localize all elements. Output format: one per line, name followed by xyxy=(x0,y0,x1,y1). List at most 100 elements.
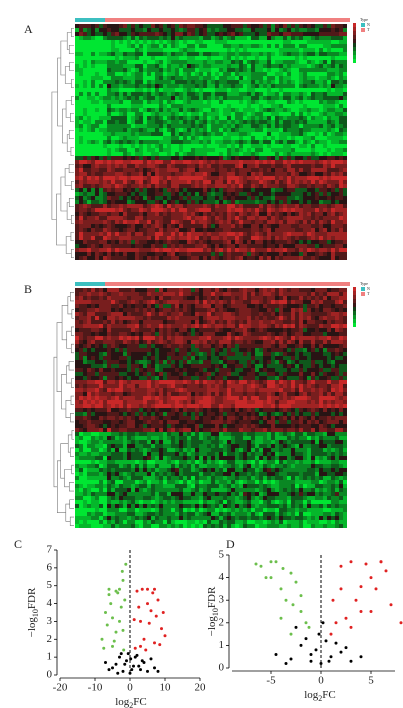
colorbar xyxy=(353,299,356,303)
y-tick-label: 4 xyxy=(219,571,225,583)
x-axis-label: log2FC xyxy=(115,696,147,708)
point xyxy=(294,580,298,584)
heatmap-cells xyxy=(75,24,347,260)
annotation-bar xyxy=(75,282,105,286)
colorbar xyxy=(353,59,356,63)
point xyxy=(359,655,363,659)
point xyxy=(126,652,130,656)
point xyxy=(354,598,358,602)
point xyxy=(146,669,149,673)
point xyxy=(299,643,303,647)
point xyxy=(147,621,151,625)
point xyxy=(156,598,160,602)
colorbar xyxy=(353,27,356,31)
point xyxy=(279,587,283,591)
legend-label: N xyxy=(367,286,370,291)
point xyxy=(284,661,288,665)
point xyxy=(359,585,363,589)
colorbar xyxy=(353,55,356,59)
point xyxy=(284,598,288,602)
point xyxy=(149,609,153,613)
point xyxy=(279,616,283,620)
point xyxy=(329,655,333,659)
point xyxy=(149,657,153,661)
legend-swatch xyxy=(361,292,365,296)
colorbar xyxy=(353,23,356,27)
point xyxy=(319,661,323,665)
y-tick-label: 3 xyxy=(47,615,53,627)
legend-label: T xyxy=(367,291,370,296)
colorbar xyxy=(353,43,356,47)
annotation-bar xyxy=(105,282,350,286)
point xyxy=(139,668,142,672)
point xyxy=(125,659,128,663)
point xyxy=(289,632,293,636)
point xyxy=(133,646,137,650)
point xyxy=(317,632,321,636)
point xyxy=(124,562,128,566)
point xyxy=(344,616,348,620)
point xyxy=(331,598,335,602)
point xyxy=(307,625,311,629)
point xyxy=(321,621,325,625)
point xyxy=(153,641,156,645)
legend-swatch xyxy=(361,28,365,32)
point xyxy=(364,562,368,566)
axis-label-part: 10 xyxy=(31,609,40,617)
y-tick-label: 1 xyxy=(219,639,225,651)
heatmap-cells xyxy=(75,288,347,432)
point xyxy=(146,602,149,606)
legend-label: T xyxy=(367,27,370,32)
point xyxy=(139,619,142,623)
point xyxy=(161,611,165,614)
point xyxy=(132,618,136,622)
axis-label-part: FDR xyxy=(26,587,38,609)
y-tick-label: 7 xyxy=(47,544,53,556)
y-tick-label: 4 xyxy=(47,597,53,609)
legend-title: Type xyxy=(360,281,368,286)
axis-label-part: log xyxy=(304,689,319,701)
colorbar xyxy=(353,39,356,43)
y-tick-label: 0 xyxy=(47,669,53,681)
point xyxy=(304,637,308,641)
point xyxy=(140,659,144,663)
point xyxy=(121,628,125,632)
heatmap-cells xyxy=(75,292,347,432)
y-axis-label: −log10FDR xyxy=(206,586,221,636)
point xyxy=(254,562,258,566)
y-tick-label: 2 xyxy=(47,633,53,645)
point xyxy=(339,564,343,568)
point xyxy=(369,576,373,580)
x-axis-label: log2FC xyxy=(304,689,336,704)
point xyxy=(163,634,167,638)
axis-label-part: FC xyxy=(133,696,146,708)
axis-label-part: 10 xyxy=(211,608,220,616)
axis-label-part: 2 xyxy=(129,701,133,708)
point xyxy=(329,632,333,636)
point xyxy=(294,625,298,629)
point xyxy=(104,611,107,614)
x-tick-label: 10 xyxy=(160,682,172,694)
point xyxy=(139,644,142,648)
point xyxy=(160,627,163,631)
y-tick-label: 3 xyxy=(219,594,225,606)
point xyxy=(158,643,162,647)
colorbar xyxy=(353,295,356,299)
x-tick-label: 5 xyxy=(368,675,374,687)
colorbar xyxy=(353,323,356,327)
heatmap-cells xyxy=(75,160,347,260)
point xyxy=(349,659,353,663)
point xyxy=(274,652,278,656)
colorbar xyxy=(353,47,356,51)
point xyxy=(327,659,331,663)
annotation-bar xyxy=(105,18,350,22)
legend-swatch xyxy=(361,287,365,291)
annotation-bar xyxy=(75,18,105,22)
point xyxy=(109,602,113,606)
x-tick-label: 0 xyxy=(318,675,324,687)
x-tick-label: -5 xyxy=(266,675,276,687)
point xyxy=(128,671,132,675)
point xyxy=(299,594,303,598)
